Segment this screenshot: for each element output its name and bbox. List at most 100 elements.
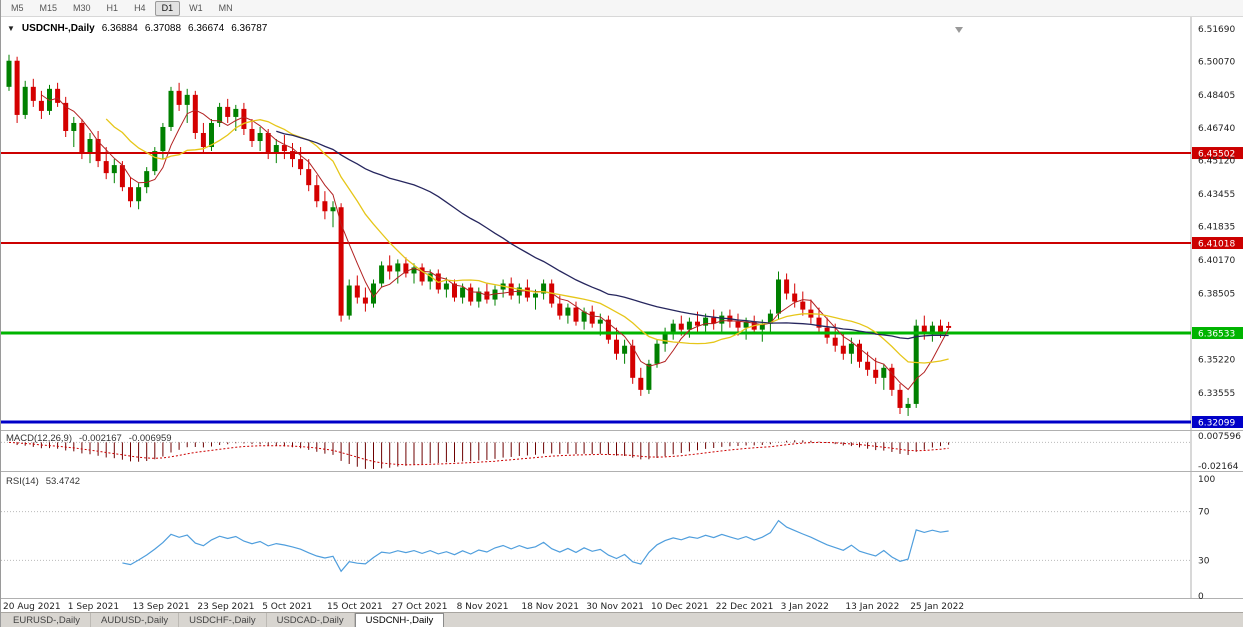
candle-body <box>192 94 198 133</box>
candle-body <box>946 325 952 328</box>
candle-body <box>136 187 142 202</box>
price-axis-tick: 6.46740 <box>1198 124 1235 134</box>
candle-body <box>443 283 449 290</box>
low-value: 6.36674 <box>188 23 225 34</box>
rsi-label: RSI(14) <box>6 476 39 487</box>
candle-body <box>119 165 125 188</box>
candle-body <box>22 86 28 115</box>
price-axis-tick: 6.35220 <box>1198 355 1235 365</box>
candle-body <box>792 293 798 302</box>
candle-body <box>38 100 44 111</box>
macd-header: MACD(12,26,9) -0.002167 -0.006959 <box>6 433 172 444</box>
candle-body <box>703 317 709 326</box>
chart-tab-eurusd-daily[interactable]: EURUSD-,Daily <box>3 613 92 627</box>
timeframe-button-w1[interactable]: W1 <box>189 2 203 13</box>
candle-body <box>452 283 457 298</box>
candle-body <box>362 297 368 304</box>
rsi-line <box>122 519 949 573</box>
candle-body <box>387 265 393 272</box>
rsi-axis-tick: 0 <box>1198 592 1204 602</box>
candle-body <box>921 325 927 334</box>
date-axis-label: 3 Jan 2022 <box>781 602 829 612</box>
chart-area[interactable]: 6.45502 6.41018 6.36533 6.32099 6.51690 6.500… <box>1 17 1243 612</box>
candle-body <box>95 139 101 162</box>
macd-main-value: -0.002167 <box>79 433 122 444</box>
moving-average-line <box>41 94 950 391</box>
candle-body <box>670 323 676 332</box>
candle-body <box>767 313 773 324</box>
close-value: 6.36787 <box>231 23 268 34</box>
candle-body <box>265 132 271 154</box>
timeframe-button-m5[interactable]: M5 <box>11 2 24 13</box>
candle-body <box>573 307 579 322</box>
candle-body <box>87 139 93 154</box>
date-axis-label: 1 Sep 2021 <box>68 602 119 612</box>
price-axis-tick: 6.43455 <box>1198 190 1235 200</box>
candle-body <box>322 201 328 212</box>
price-axis-tick: 6.38505 <box>1198 289 1235 299</box>
price-level-badge <box>1192 415 1243 428</box>
candle-body <box>273 145 279 154</box>
timeframe-button-mn[interactable]: MN <box>218 2 233 13</box>
candle-body <box>638 377 644 390</box>
candle-body <box>354 285 360 298</box>
candle-body <box>298 159 304 170</box>
candle-body <box>622 345 628 354</box>
date-axis-label: 13 Jan 2022 <box>845 602 899 612</box>
candle-body <box>14 60 20 115</box>
price-level-badge-label: 6.45502 <box>1198 150 1235 160</box>
timeframe-button-m15[interactable]: M15 <box>39 2 58 13</box>
timeframe-button-d1[interactable]: D1 <box>154 0 181 16</box>
candle-body <box>735 321 741 328</box>
candle-body <box>776 279 781 314</box>
candle-body <box>662 331 668 344</box>
candle-body <box>913 325 919 404</box>
price-axis-tick: 6.50070 <box>1198 57 1235 67</box>
candle-body <box>784 279 790 294</box>
chart-tab-usdcnh-daily[interactable]: USDCNH-,Daily <box>354 613 445 627</box>
chart-shift-marker[interactable] <box>955 27 963 33</box>
candle-body <box>476 291 482 302</box>
candle-body <box>160 126 166 152</box>
date-axis-label: 27 Oct 2021 <box>392 602 448 612</box>
candle-body <box>6 60 12 87</box>
candle-body <box>897 389 903 408</box>
chart-tab-audusd-daily[interactable]: AUDUSD-,Daily <box>91 613 180 627</box>
chart-canvas[interactable]: 6.45502 6.41018 6.36533 6.32099 6.51690 6.500… <box>1 17 1243 612</box>
candle-body <box>338 207 344 316</box>
candle-body <box>557 303 563 316</box>
quote-header: ▼ USDCNH-,Daily 6.36884 6.37088 6.36674 … <box>7 23 267 34</box>
candle-body <box>614 339 619 354</box>
candle-body <box>889 367 895 390</box>
candle-body <box>905 403 911 408</box>
candle-body <box>71 122 77 131</box>
candle-body <box>79 122 85 154</box>
chart-tab-usdcad-daily[interactable]: USDCAD-,Daily <box>267 613 355 627</box>
candle-body <box>411 267 417 274</box>
date-axis-label: 30 Nov 2021 <box>586 602 644 612</box>
candle-body <box>654 343 660 364</box>
candle-body <box>524 287 530 298</box>
timeframe-button-m30[interactable]: M30 <box>73 2 91 13</box>
one-click-trading-arrow-icon[interactable]: ▼ <box>7 24 15 33</box>
candle-body <box>395 263 401 272</box>
symbol-label: USDCNH-,Daily <box>21 23 95 34</box>
timeframe-button-h4[interactable]: H4 <box>134 2 146 13</box>
candle-body <box>184 94 190 105</box>
moving-average-line <box>276 130 949 340</box>
macd-axis-max: 0.007596 <box>1198 432 1241 442</box>
candle-body <box>938 325 943 332</box>
candle-body <box>128 187 133 202</box>
candle-body <box>743 321 749 328</box>
candle-body <box>225 106 231 117</box>
macd-label: MACD(12,26,9) <box>6 433 72 444</box>
candle-body <box>257 132 263 142</box>
candle-body <box>646 363 652 390</box>
candle-body <box>832 337 838 346</box>
candle-body <box>435 273 441 290</box>
candle-body <box>840 345 846 354</box>
candle-body <box>719 315 725 324</box>
chart-tab-usdchf-daily[interactable]: USDCHF-,Daily <box>179 613 267 627</box>
candle-body <box>508 283 514 296</box>
timeframe-button-h1[interactable]: H1 <box>106 2 119 13</box>
